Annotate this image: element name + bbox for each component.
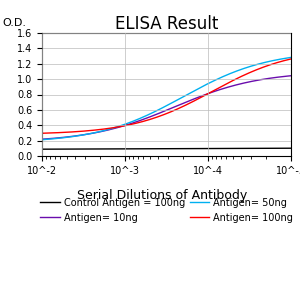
Antigen= 100ng — [158, 114, 162, 118]
Antigen= 50ng — [289, 56, 293, 59]
Antigen= 10ng — [175, 104, 178, 108]
Control Antigen = 100ng — [160, 147, 164, 151]
Antigen= 100ng — [188, 101, 192, 105]
Control Antigen = 100ng — [244, 147, 248, 150]
Title: ELISA Result: ELISA Result — [115, 15, 218, 33]
Legend: Control Antigen = 100ng, Antigen= 10ng, Antigen= 50ng, Antigen= 100ng: Control Antigen = 100ng, Antigen= 10ng, … — [40, 198, 293, 223]
Line: Antigen= 50ng: Antigen= 50ng — [42, 57, 291, 140]
Text: Serial Dilutions of Antibody: Serial Dilutions of Antibody — [77, 190, 247, 202]
Control Antigen = 100ng — [158, 147, 162, 151]
Antigen= 100ng — [244, 72, 248, 76]
Antigen= 50ng — [188, 91, 192, 95]
Antigen= 10ng — [283, 74, 287, 78]
Line: Control Antigen = 100ng: Control Antigen = 100ng — [42, 148, 291, 149]
Antigen= 10ng — [158, 111, 162, 115]
Control Antigen = 100ng — [175, 147, 178, 151]
Antigen= 100ng — [40, 131, 44, 135]
Antigen= 10ng — [244, 81, 248, 84]
Antigen= 10ng — [160, 110, 164, 114]
Control Antigen = 100ng — [40, 147, 44, 151]
Control Antigen = 100ng — [289, 146, 293, 150]
Antigen= 10ng — [40, 137, 44, 141]
Antigen= 50ng — [160, 106, 164, 110]
Antigen= 50ng — [283, 57, 287, 60]
Antigen= 50ng — [158, 107, 162, 111]
Antigen= 100ng — [289, 57, 293, 61]
Line: Antigen= 10ng: Antigen= 10ng — [42, 76, 291, 139]
Antigen= 100ng — [175, 107, 178, 111]
Text: O.D.: O.D. — [2, 18, 26, 28]
Control Antigen = 100ng — [283, 146, 287, 150]
Antigen= 10ng — [289, 74, 293, 77]
Line: Antigen= 100ng: Antigen= 100ng — [42, 59, 291, 133]
Antigen= 50ng — [244, 66, 248, 70]
Antigen= 50ng — [40, 138, 44, 142]
Antigen= 100ng — [160, 114, 164, 117]
Antigen= 10ng — [188, 99, 192, 102]
Antigen= 50ng — [175, 98, 178, 102]
Antigen= 100ng — [283, 58, 287, 62]
Control Antigen = 100ng — [188, 147, 192, 150]
